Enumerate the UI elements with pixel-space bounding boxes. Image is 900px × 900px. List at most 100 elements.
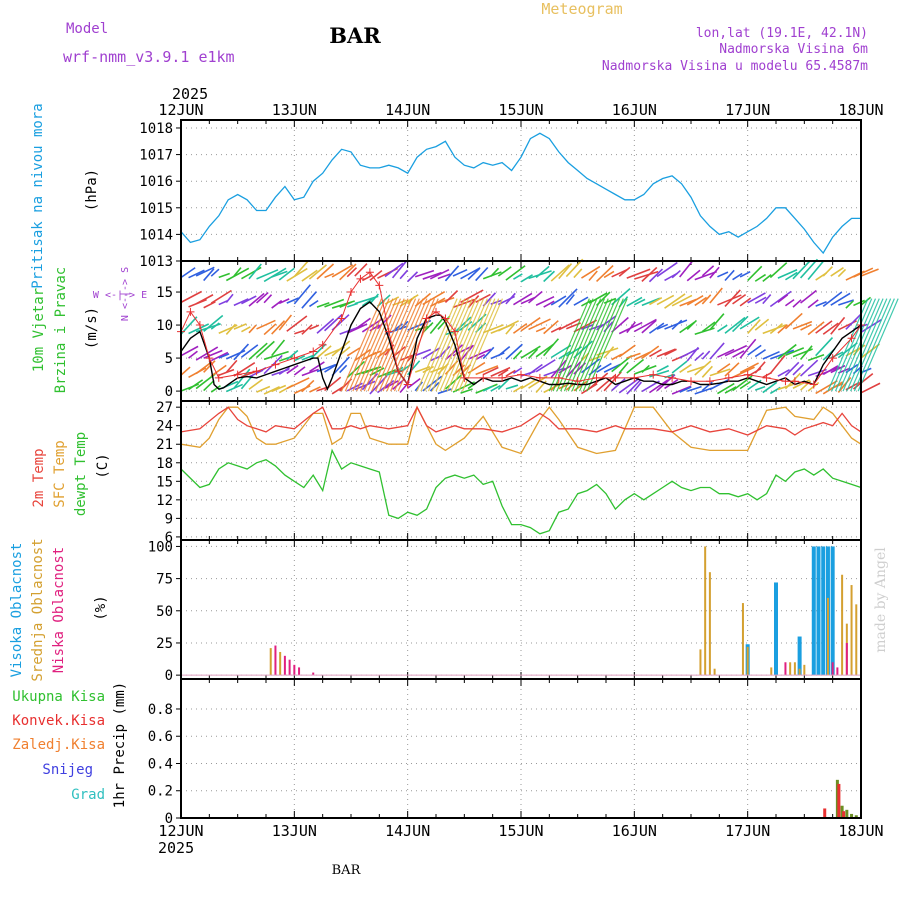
wind-streak: [461, 298, 503, 392]
x-tick-label-top: 12JUN: [158, 101, 203, 119]
wind-arrow: [248, 378, 263, 390]
temp2m-title: 2m Temp: [31, 448, 47, 507]
y-tick-label: 21: [156, 437, 173, 453]
wind-arrow: [203, 268, 215, 282]
wind-arrow: [218, 368, 235, 376]
wind-arrow: [596, 362, 612, 373]
dewpt-title: dewpt Temp: [73, 432, 89, 516]
wind-arrow: [739, 316, 760, 330]
wind-arrow: [603, 371, 622, 392]
wind-arrow: [535, 295, 555, 306]
wind-arrow: [399, 354, 413, 362]
wind-arrow: [679, 386, 692, 393]
wind-arrow: [573, 296, 589, 306]
wind-arrow: [769, 262, 788, 279]
wind-arrow: [747, 344, 762, 356]
wind-arrow: [701, 321, 716, 333]
wind-arrow: [739, 362, 759, 374]
wind-arrow: [543, 270, 555, 283]
wind-arrow: [739, 297, 752, 307]
wind-streak: [831, 298, 873, 392]
wind-arrow: [739, 338, 757, 359]
gust-marker: [828, 354, 837, 363]
wind-arrow: [762, 324, 787, 335]
model-altitude-label: Nadmorska Visina u modelu 65.4587m: [602, 59, 868, 74]
wind-arrow: [203, 301, 216, 309]
x-tick-label-bottom: 16JUN: [612, 822, 657, 840]
wind-arrow: [838, 299, 854, 306]
wind-streak: [378, 298, 420, 392]
model-label: Model: [66, 21, 108, 37]
wind-arrow: [294, 329, 305, 335]
wind-arrow: [399, 269, 409, 280]
gust-marker: [705, 377, 714, 386]
chart-kind: Meteogram: [541, 0, 622, 18]
gust-marker: [252, 367, 261, 376]
wind-arrow: [195, 361, 212, 375]
wind-arrow: [263, 350, 289, 361]
gust-marker: [375, 281, 384, 290]
wind-streak: [556, 298, 598, 392]
wind-arrow: [497, 345, 511, 357]
wind-arrow: [437, 388, 452, 395]
wind-arrow: [513, 385, 524, 393]
wind-arrow: [611, 353, 623, 361]
wind-arrow: [384, 262, 404, 278]
wind-arrow: [240, 344, 259, 358]
legend-total: Ukupna Kisa: [12, 689, 105, 705]
wind-arrow: [626, 321, 636, 334]
wind-streak: [450, 298, 492, 392]
wind-arrow: [256, 340, 275, 359]
wind-streak: [386, 298, 428, 392]
wind-arrow: [611, 378, 626, 392]
credit-label: made by Angel: [873, 547, 889, 653]
wind-streak: [563, 298, 605, 392]
wind-streak: [443, 298, 485, 392]
wind-arrow: [739, 380, 752, 390]
cloud-bar: [708, 572, 711, 676]
wind-arrow: [422, 347, 441, 360]
wind-arrow: [286, 297, 299, 304]
wind-arrow: [724, 362, 740, 377]
wind-arrow: [822, 322, 839, 335]
wind-arrow: [218, 353, 230, 359]
precip-ylabel: 1hr Precip (mm): [112, 682, 128, 808]
wind-arrow: [286, 267, 308, 282]
wind-arrow: [271, 270, 288, 278]
y-tick-label: 6: [165, 530, 173, 546]
y-tick-label: 1014: [139, 227, 173, 243]
panel-frame: [180, 678, 862, 819]
gust-marker: [611, 373, 620, 382]
wind-arrow: [701, 265, 715, 277]
wind-arrow: [686, 385, 702, 393]
mid-cloud-title: Srednja Oblacnost: [30, 538, 46, 681]
wind-arrow: [384, 380, 399, 389]
wind-arrow: [505, 323, 516, 335]
wind-arrow: [671, 269, 681, 279]
wind-streak: [344, 298, 386, 392]
gust-marker: [233, 370, 242, 379]
precip-bar: [845, 809, 849, 818]
wind-arrow: [679, 260, 693, 278]
gust-marker: [479, 373, 488, 382]
wind-arrow: [701, 381, 713, 392]
gust-marker: [403, 380, 412, 389]
wind-arrow: [429, 318, 444, 335]
wind-arrow: [649, 369, 670, 378]
wind-gust-line: [180, 271, 862, 386]
wind-arrow: [701, 365, 713, 378]
wind-arrow: [180, 267, 196, 279]
wind-arrow: [225, 323, 237, 335]
wind-arrow: [429, 268, 450, 280]
x-tick-label-bottom: 12JUN: [158, 822, 203, 840]
wind-arrow: [558, 318, 581, 331]
cloud-bar: [784, 662, 787, 676]
wind-arrow: [845, 300, 854, 309]
sfc-title: SFC Temp: [52, 440, 68, 507]
y-tick-label: 18: [156, 456, 173, 472]
wind-arrow: [633, 298, 646, 306]
cloud-bar: [841, 574, 844, 676]
wind-arrow: [407, 271, 419, 283]
x-tick-label-top: 14JUN: [385, 101, 430, 119]
wind-arrow: [754, 385, 766, 391]
